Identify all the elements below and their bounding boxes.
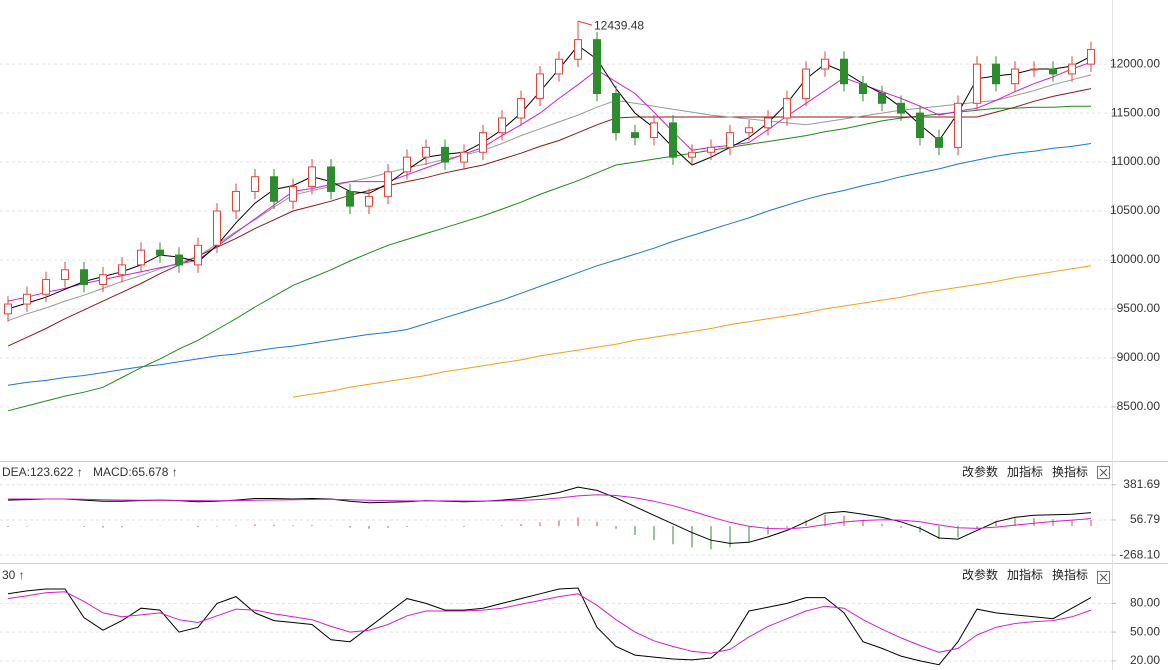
candle-body (612, 93, 620, 134)
candle-body (118, 264, 126, 276)
candle-body (156, 249, 164, 256)
candle-body (137, 249, 145, 266)
candle-body (764, 117, 772, 129)
line-series (7, 61, 1092, 302)
candle-body (593, 39, 601, 95)
candle-body (327, 166, 335, 192)
candle-body (517, 97, 525, 119)
candle-body (441, 146, 449, 163)
y-tick-label: 56.79 (1130, 512, 1160, 526)
candle-body (498, 117, 506, 134)
candle-body (479, 132, 487, 153)
candle-body (1030, 68, 1038, 71)
y-tick-label: 10000.00 (1110, 252, 1160, 266)
close-button[interactable] (1097, 466, 1110, 479)
candle-body (726, 132, 734, 148)
candle-body (99, 274, 107, 285)
button[interactable]: 换指标 (1052, 464, 1088, 479)
candle-body (802, 68, 810, 99)
candle-body (365, 195, 373, 207)
y-tick-label: 80.00 (1130, 596, 1160, 610)
candle-body (23, 293, 31, 305)
candle-body (897, 102, 905, 114)
candle-body (745, 127, 753, 134)
candle-body (631, 132, 639, 139)
candle-body (403, 156, 411, 173)
button[interactable]: 改参数 (962, 464, 998, 479)
button[interactable]: 改参数 (962, 567, 998, 582)
candle-body (783, 97, 791, 119)
y-tick-label: 9000.00 (1117, 350, 1161, 364)
candle-body (42, 279, 50, 295)
legend-entry: MACD:65.678 ↑ (93, 465, 178, 479)
candle-body (346, 190, 354, 207)
candle-body (574, 39, 582, 60)
candle-body (992, 63, 1000, 85)
candle-body (422, 146, 430, 158)
y-tick-label: -268.10 (1119, 547, 1160, 561)
candle-body (213, 210, 221, 246)
candle-body (4, 303, 12, 315)
candle-body (916, 112, 924, 139)
button[interactable]: 加指标 (1007, 567, 1043, 582)
y-tick-label: 11000.00 (1111, 154, 1160, 168)
candle-body (194, 244, 202, 266)
y-tick-label: 50.00 (1130, 624, 1160, 638)
close-icon (1099, 468, 1108, 477)
close-button[interactable] (1097, 571, 1110, 584)
candle-body (80, 269, 88, 285)
candle-body (536, 73, 544, 99)
y-tick-label: 10500.00 (1110, 203, 1160, 217)
candle-body (61, 269, 69, 281)
button[interactable]: 加指标 (1007, 464, 1043, 479)
candle-body (878, 93, 886, 104)
candle-body (270, 176, 278, 202)
line-series (7, 591, 1092, 654)
candle-body (1087, 48, 1095, 65)
candle-body (1049, 68, 1057, 75)
button[interactable]: 换指标 (1052, 567, 1088, 582)
y-tick-label: 12000.00 (1110, 56, 1160, 70)
candle-body (688, 151, 696, 158)
candle-body (935, 137, 943, 148)
candle-body (460, 151, 468, 163)
candle-body (821, 58, 829, 70)
candle-body (650, 122, 658, 139)
candle-body (1011, 68, 1019, 85)
y-tick-label: 11500.00 (1111, 105, 1160, 119)
candle-body (973, 63, 981, 104)
candle-body (954, 102, 962, 148)
line-series (7, 44, 1092, 310)
line-series (7, 486, 1092, 544)
annotation-arrow (577, 20, 593, 26)
y-tick-label: 381.69 (1123, 477, 1160, 491)
y-tick-label: 20.00 (1130, 653, 1160, 667)
line-series (7, 88, 1092, 347)
candle-body (840, 58, 848, 85)
candle-body (308, 166, 316, 188)
candle-body (555, 58, 563, 75)
line-series (7, 587, 1092, 666)
close-icon (1099, 573, 1108, 582)
y-tick-label: 9500.00 (1117, 301, 1161, 315)
candle-body (175, 254, 183, 266)
line-series (7, 143, 1092, 386)
candle-body (289, 186, 297, 202)
line-series (8, 494, 1092, 530)
legend-entry: 30 ↑ (2, 568, 25, 582)
candle-body (384, 171, 392, 197)
annotation: 12439.48 (594, 18, 644, 32)
candle-body (251, 176, 259, 192)
line-series (292, 265, 1092, 398)
candle-body (232, 190, 240, 212)
legend-entry: DEA:123.622 ↑ (2, 465, 83, 479)
candle-body (859, 83, 867, 95)
candle-body (669, 122, 677, 158)
candle-body (707, 146, 715, 153)
y-tick-label: 8500.00 (1117, 399, 1161, 413)
candle-body (1068, 63, 1076, 75)
